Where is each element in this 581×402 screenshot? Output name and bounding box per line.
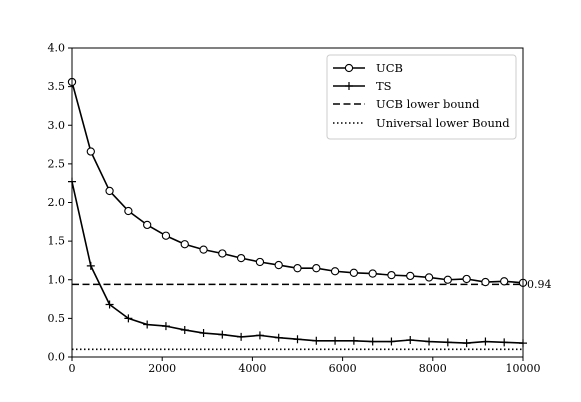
ucb-point	[218, 249, 227, 258]
ts-point	[124, 314, 133, 323]
ucb-point	[424, 273, 434, 282]
ts-point	[368, 337, 377, 346]
ts-point	[500, 338, 509, 347]
ts-point	[293, 335, 302, 344]
y-tick-label: 2.0	[48, 196, 66, 209]
y-tick-label: 0.5	[48, 312, 66, 325]
ucb-point	[124, 206, 133, 216]
y-tick-label: 4.0	[48, 42, 66, 55]
legend-label-ucb-lower-bound: UCB lower bound	[376, 97, 480, 111]
ucb-point	[293, 264, 302, 273]
ucb-point	[349, 268, 359, 277]
ts-point	[255, 331, 264, 340]
y-tick-label: 3.5	[48, 80, 66, 93]
ts-point	[105, 300, 114, 309]
y-tick-label: 2.5	[48, 157, 66, 170]
ucb-point	[462, 274, 471, 284]
ts-point	[143, 320, 152, 329]
ucb-point	[180, 240, 189, 249]
ts-point	[180, 325, 189, 334]
ts-point	[406, 336, 415, 345]
plot-area	[67, 77, 528, 351]
ucb-point	[86, 147, 95, 156]
ucb-point	[312, 264, 321, 273]
ucb-point	[481, 277, 490, 287]
ts-point	[237, 332, 246, 341]
ts-point	[481, 337, 490, 346]
ts-point	[462, 339, 471, 348]
ts-point	[86, 261, 95, 270]
y-tick-label: 1.5	[48, 235, 66, 248]
ucb-point	[199, 245, 208, 254]
x-tick-label: 0	[69, 362, 76, 375]
ucb-point	[406, 271, 415, 281]
legend-box	[326, 54, 517, 140]
legend: UCB TS UCB lower bound Universal lower B…	[326, 54, 517, 140]
ts-point	[425, 337, 434, 346]
ts-point	[199, 329, 208, 338]
ucb-point	[105, 186, 114, 196]
ts-point	[312, 336, 321, 345]
ts-point	[349, 336, 358, 345]
x-tick-label: 6000	[329, 362, 357, 375]
ucb-point	[368, 269, 377, 278]
ucb-point	[500, 277, 509, 286]
ucb-point	[255, 257, 265, 267]
ucb-point	[387, 270, 396, 280]
ucb-point	[236, 253, 246, 263]
ts-series-line	[71, 181, 524, 344]
ucb-point	[143, 220, 152, 230]
x-tick-label: 4000	[238, 362, 266, 375]
y-tick-label: 0.0	[48, 351, 66, 364]
legend-marker-ucb	[344, 63, 354, 73]
y-tick-label: 3.0	[48, 119, 66, 132]
ts-point	[274, 333, 283, 342]
ts-point	[218, 330, 227, 339]
y-tick-label: 1.0	[48, 273, 66, 286]
legend-label-ucb: UCB	[376, 61, 403, 75]
x-tick-label: 8000	[419, 362, 447, 375]
ucb-point	[274, 260, 283, 270]
axes: 0 2000 4000 6000 8000 10000 0.0 0.5 1.0 1.5 2.0 2.5…	[48, 42, 541, 376]
ucb-point	[443, 275, 452, 284]
ts-point	[443, 338, 452, 347]
legend-label-universal-lower-bound: Universal lower Bound	[376, 116, 510, 130]
ts-point	[387, 337, 396, 346]
legend-label-ts: TS	[376, 79, 392, 93]
x-tick-label: 2000	[148, 362, 176, 375]
ucb-point	[330, 267, 340, 276]
legend-marker-ts	[345, 82, 353, 90]
x-tick-label: 10000	[506, 362, 541, 375]
ucb-lower-bound-value-label: 0.94	[527, 278, 552, 291]
ts-point	[161, 322, 170, 331]
ucb-point	[161, 231, 171, 240]
ts-point	[331, 336, 340, 345]
